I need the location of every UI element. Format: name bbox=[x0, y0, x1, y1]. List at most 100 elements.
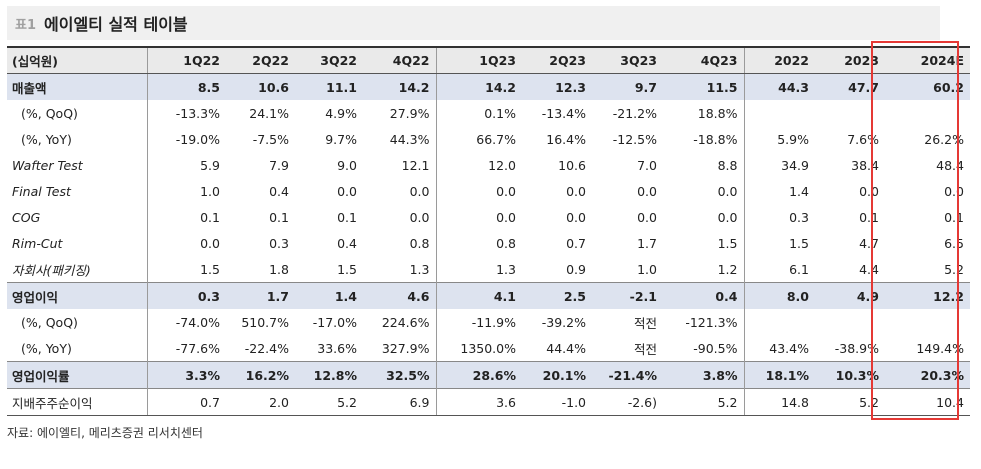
table-cell: 14.2 bbox=[363, 73, 437, 100]
table-cell: 10.6 bbox=[558, 157, 586, 173]
header-cell: 2024E bbox=[885, 46, 970, 74]
table-cell: 11.5 bbox=[663, 73, 745, 100]
table-row: Rim-Cut 0.0 0.3 0.4 0.8 0.8 0.7 1.7 1.5 1.5 4.7 6.5 bbox=[7, 230, 970, 256]
table-cell: 0.1 bbox=[859, 209, 879, 225]
table-cell: -21.2% bbox=[612, 105, 657, 121]
table-cell: -11.9% bbox=[471, 314, 516, 330]
table-cell: 1.4 bbox=[295, 282, 363, 309]
table-cell: 14.8 bbox=[744, 388, 815, 416]
row-label: Rim-Cut bbox=[7, 230, 148, 256]
table-cell: 4.1 bbox=[436, 282, 522, 309]
header-cell: 3Q22 bbox=[295, 46, 363, 74]
table-cell: 24.1% bbox=[249, 105, 289, 121]
table-cell: 0.4 bbox=[269, 183, 289, 199]
table-cell: 27.9% bbox=[363, 100, 437, 126]
table-cell: 1.5 bbox=[200, 261, 220, 277]
table-cell: 2.5 bbox=[522, 282, 592, 309]
table-cell: 4.6 bbox=[363, 282, 437, 309]
table-cell: 0.8 bbox=[363, 230, 437, 256]
table-cell bbox=[744, 100, 815, 126]
table-cell: 0.1% bbox=[484, 105, 516, 121]
table-cell: 9.0 bbox=[337, 157, 357, 173]
table-row: 자회사(패키징) 1.5 1.8 1.5 1.3 1.3 0.9 1.0 1.2 6.1 4.4 5.… bbox=[7, 256, 970, 283]
table-cell: -1.0 bbox=[522, 388, 592, 416]
table-cell: 66.7% bbox=[476, 131, 516, 147]
table-cell: 4.4 bbox=[859, 261, 879, 277]
table-cell: 327.9% bbox=[363, 335, 437, 362]
table-cell: 44.4% bbox=[546, 340, 586, 356]
table-cell: 0.0 bbox=[496, 183, 516, 199]
table-cell: 20.1% bbox=[522, 361, 592, 389]
table-cell: 12.8% bbox=[295, 361, 363, 389]
table-cell: 8.0 bbox=[744, 282, 815, 309]
table-row: (%, YoY) -19.0% -7.5% 9.7% 44.3% 66.7% 16.4% -1… bbox=[7, 126, 970, 152]
table-cell: 10.4 bbox=[885, 388, 970, 416]
table-cell: 0.9 bbox=[566, 261, 586, 277]
table-cell: -13.4% bbox=[541, 105, 586, 121]
table-title-bar: 표1 에이엘티 실적 테이블 bbox=[7, 6, 940, 40]
table-cell: 12.3 bbox=[522, 73, 592, 100]
table-cell: 20.3% bbox=[885, 361, 970, 389]
table-cell: 224.6% bbox=[363, 309, 437, 335]
table-cell: 0.1 bbox=[337, 209, 357, 225]
table-cell: -38.9% bbox=[834, 340, 879, 356]
table-cell: 적전 bbox=[633, 341, 657, 357]
table-cell: 0.0 bbox=[566, 209, 586, 225]
row-label: 영업이익률 bbox=[7, 361, 148, 389]
table-cell: 0.0 bbox=[663, 178, 745, 204]
table-cell: 0.4 bbox=[663, 282, 745, 309]
table-row: 지배주주순이익 0.7 2.0 5.2 6.9 3.6 -1.0 -2.6) 5.2 14.8 5.… bbox=[7, 388, 970, 416]
table-row: COG 0.1 0.1 0.1 0.0 0.0 0.0 0.0 0.0 0.3 0.1 0.1 bbox=[7, 204, 970, 230]
table-number-tag: 표1 bbox=[15, 17, 37, 33]
table-cell: 0.0 bbox=[637, 183, 657, 199]
row-label: COG bbox=[7, 204, 148, 230]
table-row: 영업이익 0.3 1.7 1.4 4.6 4.1 2.5 -2.1 0.4 8.0 4.9 12.2 bbox=[7, 282, 970, 309]
table-row: 영업이익률 3.3% 16.2% 12.8% 32.5% 28.6% 20.1% -21.4%… bbox=[7, 361, 970, 389]
header-cell: 4Q22 bbox=[363, 46, 437, 74]
table-cell: 7.0 bbox=[637, 157, 657, 173]
table-cell: 4.9 bbox=[815, 282, 885, 309]
row-label: (%, QoQ) bbox=[7, 100, 148, 126]
table-cell: 1.8 bbox=[269, 261, 289, 277]
table-title: 에이엘티 실적 테이블 bbox=[44, 15, 188, 34]
row-label: Wafter Test bbox=[7, 152, 148, 178]
row-label: 자회사(패키징) bbox=[7, 256, 148, 283]
table-cell bbox=[744, 309, 815, 335]
header-cell: 2023 bbox=[815, 46, 885, 74]
table-cell: 적전 bbox=[633, 315, 657, 331]
table-cell: -2.6) bbox=[592, 388, 663, 416]
table-cell: 0.0 bbox=[637, 209, 657, 225]
row-label: Final Test bbox=[7, 178, 148, 204]
table-cell: -77.6% bbox=[175, 340, 220, 356]
header-row: (십억원) 1Q22 2Q22 3Q22 4Q22 1Q23 2Q23 3Q23… bbox=[7, 46, 970, 74]
table-cell: 60.2 bbox=[885, 73, 970, 100]
table-cell: 9.7 bbox=[592, 73, 663, 100]
table-cell: -12.5% bbox=[612, 131, 657, 147]
table-cell: 18.8% bbox=[663, 100, 745, 126]
table-cell: 5.9 bbox=[200, 157, 220, 173]
table-cell: 1.5 bbox=[337, 261, 357, 277]
table-cell: 4.7 bbox=[859, 235, 879, 251]
table-cell: -7.5% bbox=[252, 131, 289, 147]
table-cell: 0.0 bbox=[200, 235, 220, 251]
table-row: Wafter Test 5.9 7.9 9.0 12.1 12.0 10.6 7.0 8.8 34… bbox=[7, 152, 970, 178]
row-label: (%, YoY) bbox=[7, 335, 148, 362]
table-cell: 5.2 bbox=[815, 388, 885, 416]
header-cell: 1Q22 bbox=[147, 46, 226, 74]
table-cell: 0.0 bbox=[337, 183, 357, 199]
table-cell: 5.9% bbox=[777, 131, 809, 147]
row-label: (%, QoQ) bbox=[7, 309, 148, 335]
table-cell: 10.3% bbox=[815, 361, 885, 389]
table-cell: -2.1 bbox=[592, 282, 663, 309]
table-cell: 1.5 bbox=[789, 235, 809, 251]
table-cell: 1.0 bbox=[200, 183, 220, 199]
table-cell: -121.3% bbox=[663, 309, 745, 335]
header-cell: 2Q23 bbox=[522, 46, 592, 74]
table-cell: 0.0 bbox=[566, 183, 586, 199]
table-cell: 1.7 bbox=[637, 235, 657, 251]
table-cell: 32.5% bbox=[363, 361, 437, 389]
table-cell: 33.6% bbox=[317, 340, 357, 356]
table-cell: 5.2 bbox=[944, 261, 964, 277]
table-cell: 18.1% bbox=[744, 361, 815, 389]
table-cell: 0.0 bbox=[363, 204, 437, 230]
